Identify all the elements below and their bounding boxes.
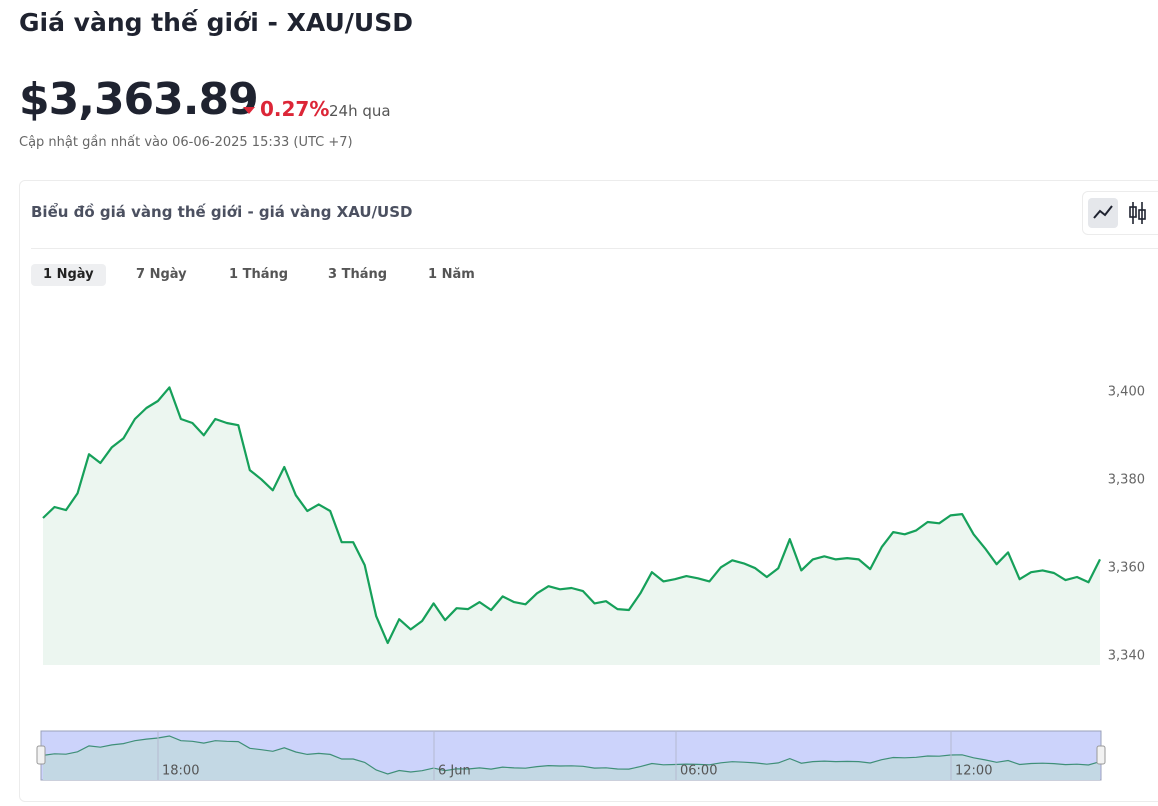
navigator-tick-label: 12:00: [955, 764, 992, 779]
line-icon: [1093, 205, 1113, 219]
chart-type-switch: [1082, 191, 1158, 235]
chart-card: Biểu đồ giá vàng thế giới - giá vàng XAU…: [19, 180, 1158, 802]
range-tab[interactable]: 1 Ngày: [31, 264, 106, 286]
navigator-line: [42, 735, 1101, 775]
separator: [31, 248, 1158, 249]
y-tick-label: 3,400: [1108, 385, 1145, 400]
range-tab[interactable]: 1 Tháng: [229, 267, 289, 282]
price-line: [42, 386, 1101, 645]
change-period: 24h qua: [329, 102, 391, 120]
range-tab[interactable]: 1 Năm: [428, 267, 475, 282]
range-tab[interactable]: 7 Ngày: [136, 267, 187, 282]
price-change: 0.27%: [243, 97, 329, 121]
navigator-tick-label: 6 Jun: [438, 764, 471, 779]
navigator-tick-label: 18:00: [162, 764, 199, 779]
y-tick-label: 3,340: [1108, 649, 1145, 664]
area-fill: [43, 387, 1100, 665]
card-title: Biểu đồ giá vàng thế giới - giá vàng XAU…: [31, 203, 413, 221]
y-tick-label: 3,380: [1108, 473, 1145, 488]
candle-chart-button[interactable]: [1129, 202, 1146, 224]
y-tick-label: 3,360: [1108, 561, 1145, 576]
page-title: Giá vàng thế giới - XAU/USD: [19, 8, 413, 37]
navigator-handle[interactable]: [1096, 745, 1106, 765]
navigator-area: [43, 736, 1100, 780]
navigator-tick-label: 06:00: [680, 764, 717, 779]
navigator-handle[interactable]: [36, 745, 46, 765]
chart-type-icons: [1088, 198, 1146, 228]
price: $3,363.89: [19, 74, 259, 125]
updated-time: Cập nhật gần nhất vào 06-06-2025 15:33 (…: [19, 135, 353, 150]
range-tab[interactable]: 3 Tháng: [328, 267, 388, 282]
